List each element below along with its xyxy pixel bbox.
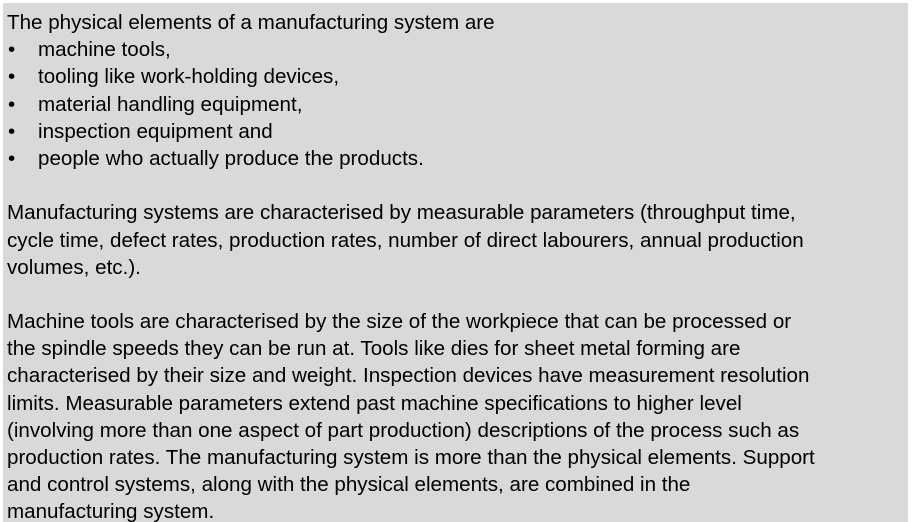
- intro-line: The physical elements of a manufacturing…: [7, 11, 495, 34]
- list-item: • inspection equipment and: [7, 118, 907, 145]
- list-item: • tooling like work-holding devices,: [7, 63, 907, 90]
- paragraph-line: volumes, etc.).: [7, 255, 141, 279]
- paragraph-line: and control systems, along with the phys…: [7, 473, 691, 497]
- list-item-text: people who actually produce the products…: [38, 146, 424, 170]
- paragraph-line: manufacturing system.: [7, 500, 215, 522]
- document-text: The physical elements of a manufacturing…: [7, 9, 907, 522]
- paragraph-line: Machine tools are characterised by the s…: [7, 310, 792, 334]
- bullet-icon: •: [8, 38, 16, 62]
- bullet-icon: •: [8, 146, 16, 170]
- list-item: • material handling equipment,: [7, 91, 907, 118]
- list-item-text: inspection equipment and: [38, 119, 273, 143]
- paragraph-line: production rates. The manufacturing syst…: [7, 446, 815, 469]
- paragraph-line: (involving more than one aspect of part …: [7, 418, 800, 442]
- paragraph-line: limits. Measurable parameters extend pas…: [7, 391, 742, 415]
- paragraph-line: characterised by their size and weight. …: [7, 364, 810, 388]
- paragraph-line: Manufacturing systems are characterised …: [7, 201, 796, 225]
- paragraph-parameters: Manufacturing systems are characterised …: [7, 199, 907, 281]
- paragraph-line: the spindle speeds they can be run at. T…: [7, 337, 741, 361]
- physical-elements-list: • machine tools, • tooling like work-hol…: [7, 36, 907, 172]
- paragraph-machine-tools: Machine tools are characterised by the s…: [7, 308, 907, 522]
- bullet-icon: •: [8, 92, 16, 116]
- list-item-text: tooling like work-holding devices,: [38, 65, 340, 89]
- list-item: • people who actually produce the produc…: [7, 145, 907, 172]
- paragraph-spacer: [7, 172, 907, 199]
- list-item: • machine tools,: [7, 36, 907, 63]
- paragraph-line: cycle time, defect rates, production rat…: [7, 228, 804, 252]
- document-page: The physical elements of a manufacturing…: [3, 3, 908, 522]
- paragraph-spacer: [7, 281, 907, 308]
- bullet-icon: •: [8, 119, 16, 143]
- list-item-text: material handling equipment,: [38, 92, 303, 116]
- list-item-text: machine tools,: [38, 38, 171, 62]
- bullet-icon: •: [8, 65, 16, 89]
